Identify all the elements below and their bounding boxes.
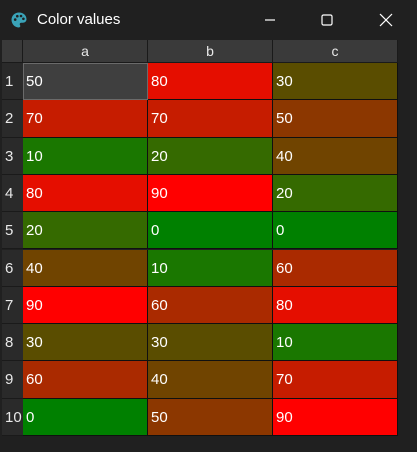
palette-icon [11,12,27,28]
table-cell[interactable]: 50 [148,398,273,436]
column-header-b[interactable]: b [148,40,273,63]
close-icon [379,13,393,27]
maximize-button[interactable] [304,0,350,40]
table-cell[interactable]: 0 [148,212,273,250]
minimize-button[interactable] [247,0,293,40]
table-cell[interactable]: 10 [23,137,148,175]
table-cell[interactable]: 10 [148,249,273,287]
table-cell[interactable]: 90 [23,286,148,325]
table-cell[interactable]: 70 [23,100,148,138]
table-corner-button[interactable] [2,40,23,63]
table-cell[interactable]: 80 [148,63,273,101]
minimize-icon [265,19,275,21]
maximize-icon [321,14,333,26]
window-title: Color values [37,11,121,28]
title-bar[interactable]: Color values [0,0,417,40]
row-header-8[interactable]: 8 [2,324,23,362]
table-cell[interactable]: 70 [273,361,398,399]
table-cell[interactable]: 0 [273,212,398,250]
color-table[interactable]: a b c 1 50 80 30 2 70 70 50 3 10 20 40 4 80 90 20 5 20 0 0 6 40 1… [0,40,417,452]
table-cell[interactable]: 60 [23,361,148,399]
table-cell[interactable]: 80 [273,286,398,325]
table-cell[interactable]: 30 [273,63,398,101]
table-cell[interactable]: 40 [23,249,148,287]
table-cell[interactable]: 50 [273,100,398,138]
column-header-a[interactable]: a [23,40,148,63]
row-header-9[interactable]: 9 [2,361,23,399]
table-cell[interactable]: 40 [148,361,273,399]
table-cell[interactable]: 30 [148,324,273,362]
row-header-7[interactable]: 7 [2,286,23,325]
row-header-4[interactable]: 4 [2,174,23,213]
table-cell[interactable]: 70 [148,100,273,138]
table-cell[interactable]: 30 [23,324,148,362]
table-cell[interactable]: 20 [148,137,273,175]
row-header-5[interactable]: 5 [2,212,23,250]
row-header-1[interactable]: 1 [2,63,23,101]
row-header-10[interactable]: 10 [2,398,23,436]
table-cell[interactable]: 10 [273,324,398,362]
close-button[interactable] [363,0,409,40]
table-cell[interactable]: 20 [273,174,398,213]
table-cell[interactable]: 90 [148,174,273,213]
table-cell[interactable]: 90 [273,398,398,436]
row-header-2[interactable]: 2 [2,100,23,138]
row-header-6[interactable]: 6 [2,249,23,287]
table-cell[interactable]: 80 [23,174,148,213]
table-cell[interactable]: 60 [273,249,398,287]
column-header-c[interactable]: c [273,40,398,63]
table-cell[interactable]: 40 [273,137,398,175]
table-cell[interactable]: 0 [23,398,148,436]
table-cell[interactable]: 20 [23,212,148,250]
table-cell[interactable]: 50 [23,63,148,101]
table-cell[interactable]: 60 [148,286,273,325]
row-header-3[interactable]: 3 [2,137,23,175]
